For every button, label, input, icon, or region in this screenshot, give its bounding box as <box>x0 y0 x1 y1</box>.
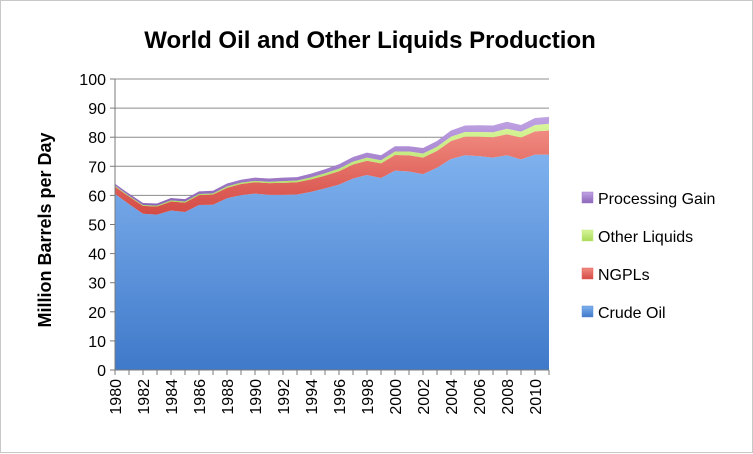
legend-label: Crude Oil <box>598 305 666 322</box>
legend-item-ngpls: NGPLs <box>581 267 650 284</box>
y-tick-label: 80 <box>88 130 106 147</box>
x-tick-label: 1994 <box>304 379 321 415</box>
legend-label: NGPLs <box>598 267 650 284</box>
y-tick-label: 100 <box>79 72 106 89</box>
x-tick-label: 1992 <box>276 379 293 415</box>
y-tick-label: 20 <box>88 305 106 322</box>
y-tick-label: 50 <box>88 218 106 235</box>
y-tick-labels: 0 10 20 30 40 50 60 70 80 90 100 <box>79 72 106 380</box>
y-tick-label: 70 <box>88 159 106 176</box>
area-crude-oil <box>115 154 549 370</box>
x-tick-label: 2008 <box>500 379 517 415</box>
axes <box>110 78 550 375</box>
x-tick-label: 1980 <box>108 379 125 415</box>
x-tick-label: 1986 <box>192 379 209 415</box>
y-tick-label: 40 <box>88 247 106 264</box>
y-tick-label: 60 <box>88 188 106 205</box>
x-tick-label: 1982 <box>136 379 153 415</box>
y-tick-label: 0 <box>97 363 106 380</box>
x-tick-label: 1988 <box>220 379 237 415</box>
area-series <box>115 116 549 370</box>
area-other-liquids <box>115 123 549 207</box>
legend-item-other-liquids: Other Liquids <box>581 229 693 246</box>
legend-item-processing-gain: Processing Gain <box>581 191 715 208</box>
chart-title: World Oil and Other Liquids Production <box>144 27 596 54</box>
x-tick-label: 1984 <box>164 379 181 415</box>
x-tick-label: 2010 <box>528 379 545 415</box>
legend: Processing Gain Other Liquids NGPLs Crude O… <box>581 191 715 322</box>
legend-swatch <box>581 267 594 280</box>
legend-label: Processing Gain <box>598 191 715 208</box>
y-tick-label: 10 <box>88 334 106 351</box>
x-tick-label: 1990 <box>248 379 265 415</box>
legend-label: Other Liquids <box>598 229 693 246</box>
x-tick-label: 2002 <box>416 379 433 415</box>
x-tick-label: 1998 <box>360 379 377 415</box>
y-tick-label: 30 <box>88 276 106 293</box>
legend-item-crude-oil: Crude Oil <box>581 305 666 322</box>
y-axis-title: Million Barrels per Day <box>35 132 55 327</box>
x-tick-label: 2004 <box>444 379 461 415</box>
y-tick-label: 90 <box>88 101 106 118</box>
area-processing-gain <box>115 116 549 206</box>
x-tick-label: 2000 <box>388 379 405 415</box>
area-ngpls <box>115 130 549 215</box>
x-tick-label: 2006 <box>472 379 489 415</box>
legend-swatch <box>581 305 594 318</box>
x-tick-labels: 1980 1982 1984 1986 1988 1990 1992 1994 1996 1998… <box>108 379 545 415</box>
x-tick-label: 1996 <box>332 379 349 415</box>
legend-swatch <box>581 191 594 204</box>
legend-swatch <box>581 229 594 242</box>
